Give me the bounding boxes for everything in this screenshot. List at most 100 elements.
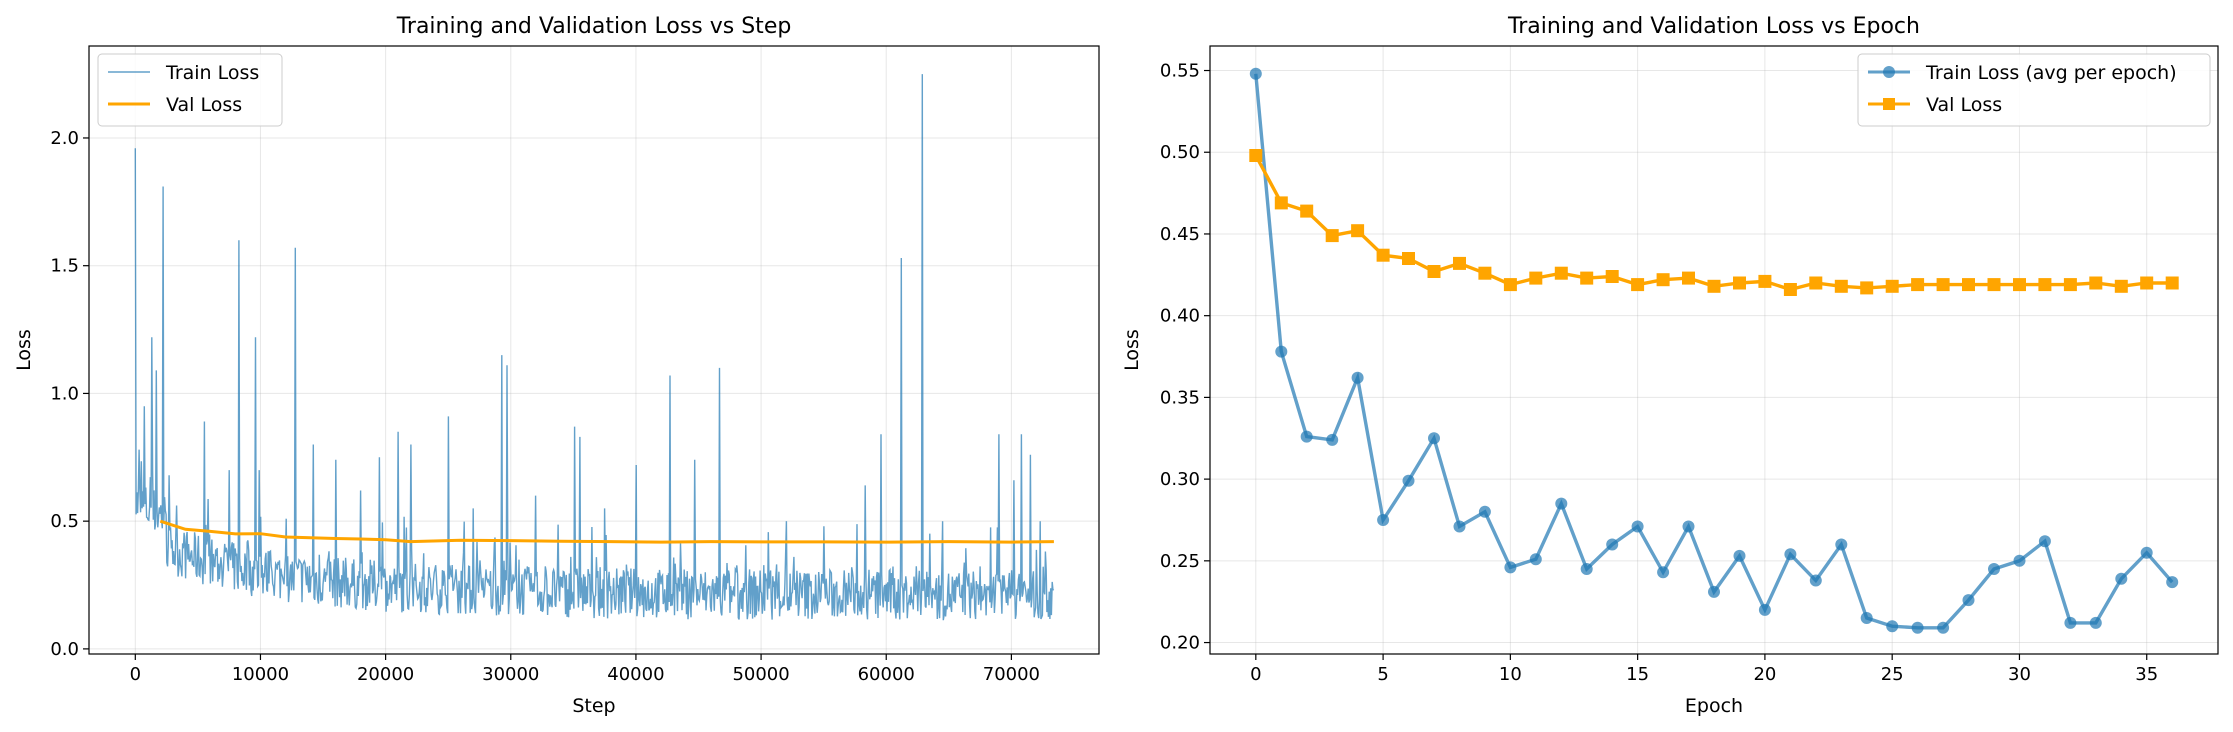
y-tick-label: 0.30 bbox=[1160, 469, 1200, 490]
val-loss-point bbox=[1987, 278, 2001, 292]
val-loss-point bbox=[1325, 229, 1339, 243]
val-loss-point bbox=[1478, 266, 1492, 280]
train-loss-point bbox=[1580, 563, 1593, 575]
val-loss-point bbox=[1376, 248, 1390, 262]
train-loss-point bbox=[1326, 433, 1339, 446]
epoch-chart-xlabel: Epoch bbox=[1685, 695, 1743, 717]
legend-marker-train-epoch bbox=[1883, 66, 1895, 78]
val-loss-point bbox=[1809, 276, 1823, 290]
train-loss-point bbox=[1351, 371, 1364, 384]
train-loss-point bbox=[1860, 612, 1873, 624]
train-loss-point bbox=[1835, 538, 1848, 551]
train-loss-point bbox=[1555, 497, 1568, 510]
train-loss-line bbox=[134, 74, 1055, 621]
val-loss-point bbox=[1351, 224, 1365, 238]
x-tick-label: 0 bbox=[130, 664, 141, 685]
train-loss-point bbox=[1911, 621, 1924, 634]
y-tick-label: 1.0 bbox=[50, 383, 79, 404]
val-loss-point bbox=[2114, 279, 2128, 293]
train-loss-point bbox=[1478, 505, 1491, 518]
y-tick-label: 2.0 bbox=[50, 128, 79, 149]
legend-label-train: Train Loss bbox=[165, 62, 259, 84]
val-loss-point bbox=[1249, 149, 1263, 162]
train-loss-point bbox=[1402, 474, 1415, 487]
val-loss-point bbox=[1427, 265, 1441, 278]
step-chart-ylabel: Loss bbox=[13, 329, 35, 371]
legend-label-train-epoch: Train Loss (avg per epoch) bbox=[1925, 62, 2177, 84]
val-loss-point bbox=[2063, 278, 2077, 292]
train-loss-point bbox=[2038, 535, 2051, 548]
x-tick-label: 20000 bbox=[357, 664, 414, 685]
x-tick-label: 10000 bbox=[232, 664, 289, 685]
legend-label-val: Val Loss bbox=[166, 94, 242, 116]
x-tick-label: 10 bbox=[1499, 664, 1522, 685]
train-loss-point bbox=[1428, 432, 1440, 445]
val-loss-point bbox=[2089, 276, 2103, 290]
train-loss-point bbox=[1733, 549, 1746, 562]
val-loss-point bbox=[1707, 279, 1721, 293]
y-tick-label: 0.25 bbox=[1160, 551, 1200, 572]
step-loss-plot: Training and Validation Loss vs Step 0 10… bbox=[13, 14, 1100, 717]
x-tick-label: 25 bbox=[1881, 664, 1904, 685]
x-tick-label: 30 bbox=[2008, 664, 2031, 685]
legend-label-val-epoch: Val Loss bbox=[1926, 94, 2002, 116]
val-loss-point bbox=[1631, 278, 1645, 292]
train-loss-point bbox=[2089, 616, 2102, 629]
train-loss-point bbox=[2115, 572, 2128, 585]
x-tick-label: 0 bbox=[1250, 664, 1261, 685]
val-loss-point bbox=[1605, 270, 1619, 283]
val-loss-point bbox=[1300, 204, 1314, 218]
train-loss-point bbox=[2140, 546, 2153, 559]
val-loss-point bbox=[1860, 281, 1874, 295]
val-loss-point bbox=[1733, 276, 1746, 290]
epoch-legend-box bbox=[1857, 53, 2211, 127]
val-loss-point bbox=[2140, 276, 2154, 290]
y-tick-label: 0.20 bbox=[1160, 633, 1200, 654]
train-loss-point bbox=[1504, 561, 1517, 574]
train-loss-point bbox=[1529, 553, 1542, 566]
y-tick-label: 0.40 bbox=[1160, 306, 1200, 327]
val-loss-point bbox=[2165, 276, 2179, 290]
epoch-chart-title: Training and Validation Loss vs Epoch bbox=[1507, 14, 1920, 39]
epoch-chart-legend: Train Loss (avg per epoch) Val Loss bbox=[1857, 53, 2211, 127]
train-loss-point bbox=[1937, 621, 1950, 634]
y-tick-label: 0.45 bbox=[1160, 224, 1200, 245]
train-loss-point bbox=[1758, 603, 1771, 616]
val-loss-point bbox=[1682, 271, 1695, 285]
val-loss-point bbox=[1529, 271, 1543, 285]
epoch-loss-plot: Training and Validation Loss vs Epoch 0 5… bbox=[1121, 14, 2219, 717]
train-loss-point bbox=[2013, 554, 2026, 567]
step-chart-ticks: 0 10000 20000 30000 40000 50000 60000 70000 0.0 0… bbox=[50, 128, 1040, 685]
y-tick-label: 0.35 bbox=[1160, 387, 1200, 408]
train-loss-point bbox=[1657, 566, 1670, 579]
x-tick-label: 20 bbox=[1753, 664, 1776, 685]
val-loss-point bbox=[1554, 266, 1568, 280]
train-loss-point bbox=[1886, 620, 1899, 633]
train-loss-point bbox=[1631, 520, 1644, 533]
x-tick-label: 50000 bbox=[732, 664, 789, 685]
val-loss-point bbox=[1453, 256, 1466, 270]
val-loss-point bbox=[1834, 279, 1848, 293]
val-loss-point bbox=[1911, 278, 1925, 292]
train-loss-point bbox=[2166, 576, 2179, 589]
x-tick-label: 40000 bbox=[607, 664, 664, 685]
val-loss-point bbox=[1936, 278, 1950, 292]
train-loss-point bbox=[1249, 67, 1262, 80]
x-tick-label: 70000 bbox=[983, 664, 1040, 685]
train-loss-point bbox=[1300, 430, 1313, 443]
step-chart-title: Training and Validation Loss vs Step bbox=[396, 14, 792, 39]
train-loss-point bbox=[1809, 574, 1822, 587]
val-loss-point bbox=[1274, 196, 1288, 210]
val-loss-point bbox=[2038, 278, 2052, 292]
x-tick-label: 5 bbox=[1377, 664, 1388, 685]
train-loss-point bbox=[1708, 585, 1720, 598]
val-loss-point bbox=[2013, 278, 2026, 292]
val-loss-point bbox=[1885, 279, 1899, 293]
epoch-chart-series bbox=[1249, 67, 2179, 634]
val-loss-epoch-line bbox=[1254, 154, 2173, 292]
legend-marker-val-epoch bbox=[1883, 98, 1895, 110]
train-loss-point bbox=[1962, 594, 1975, 607]
y-tick-label: 1.5 bbox=[50, 256, 79, 277]
train-loss-point bbox=[1988, 563, 2000, 575]
